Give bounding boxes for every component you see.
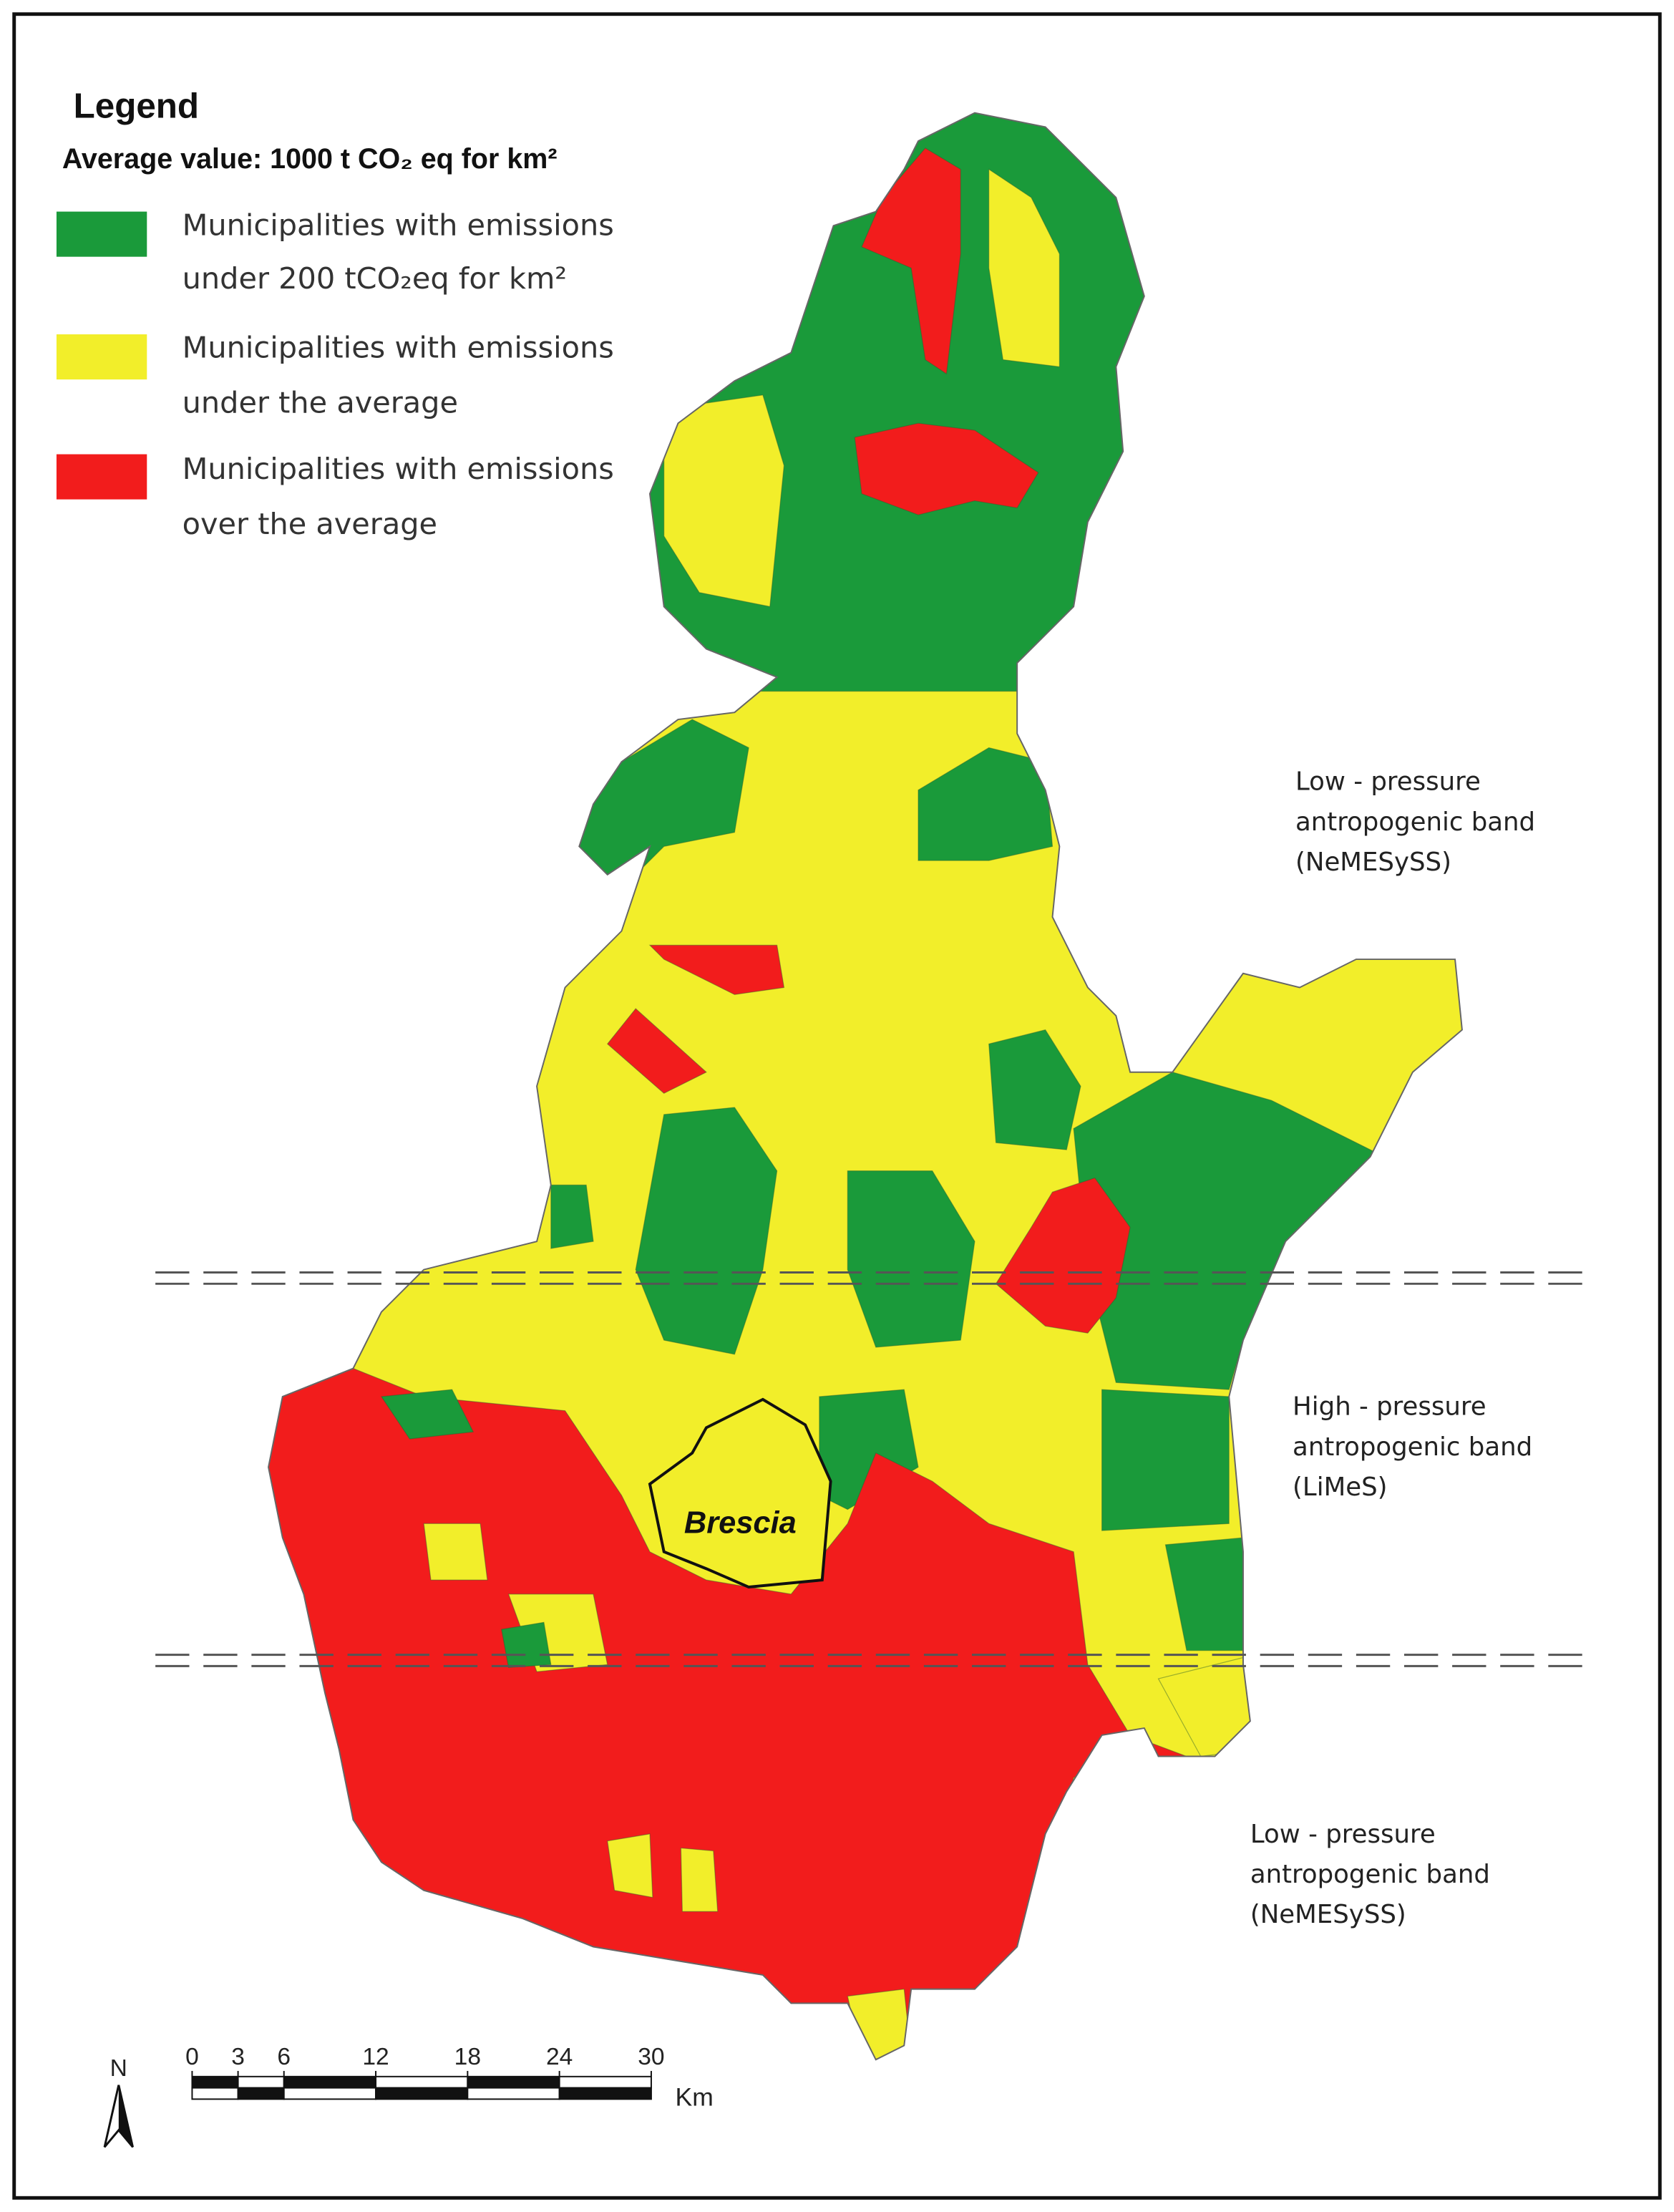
legend-label: over the average <box>183 507 437 541</box>
scale-tick-label: 30 <box>638 2044 664 2070</box>
region-red <box>995 1177 1131 1334</box>
scale-tick-label: 18 <box>454 2044 481 2070</box>
legend-label: Municipalities with emissions <box>183 331 614 365</box>
scale-tick-label: 6 <box>277 2044 291 2070</box>
legend-label: Municipalities with emissions <box>183 452 614 486</box>
scale-segment <box>283 2075 377 2089</box>
region-green <box>847 1170 975 1348</box>
scale-tick-label: 3 <box>231 2044 245 2070</box>
region-green <box>988 1029 1081 1150</box>
region-green <box>501 1621 552 1668</box>
region-green <box>550 1184 594 1249</box>
legend-swatch <box>56 454 147 500</box>
city-label: Brescia <box>684 1506 797 1541</box>
scale-segment <box>558 2075 652 2089</box>
city-boundary <box>648 1397 832 1589</box>
scale-segment <box>191 2075 239 2089</box>
scale-unit: Km <box>675 2083 713 2112</box>
north-label: N <box>110 2055 127 2082</box>
region-red <box>606 1008 707 1094</box>
legend-title: Legend <box>74 87 199 126</box>
band-label: antropogenic band <box>1295 807 1535 837</box>
region-green <box>380 1389 475 1440</box>
band-label: Low - pressure <box>1295 767 1481 797</box>
region-yellow <box>988 168 1060 368</box>
band-label: (LiMeS) <box>1293 1473 1387 1502</box>
band-label: High - pressure <box>1293 1392 1486 1422</box>
scale-segment <box>558 2087 652 2100</box>
legend-swatch <box>56 334 147 380</box>
band-label: antropogenic band <box>1293 1432 1532 1462</box>
region-green <box>1101 1389 1230 1531</box>
region-yellow <box>680 1847 719 1912</box>
scale-segment <box>237 2087 285 2100</box>
region-red <box>861 147 961 375</box>
scale-segment <box>283 2087 377 2100</box>
legend-subtitle: Average value: 1000 t CO₂ eq for km² <box>62 143 558 175</box>
legend-label: under 200 tCO₂eq for km² <box>183 261 567 296</box>
scale-segment <box>191 2087 239 2100</box>
legend-label: Municipalities with emissions <box>183 208 614 242</box>
scale-tick-label: 24 <box>546 2044 573 2070</box>
band-label: Low - pressure <box>1250 1820 1436 1849</box>
band-label: (NeMESySS) <box>1295 848 1451 877</box>
region-yellow <box>607 1833 653 1898</box>
scale-segment <box>467 2087 560 2100</box>
region-green <box>635 1107 778 1355</box>
band-label: antropogenic band <box>1250 1860 1490 1889</box>
region-green <box>918 747 1053 861</box>
scale-tick-label: 12 <box>362 2044 389 2070</box>
region-red <box>648 944 785 995</box>
scale-segment <box>375 2087 469 2100</box>
north-arrow <box>118 2085 133 2148</box>
region-yellow <box>663 394 785 608</box>
scale-segment <box>375 2075 469 2089</box>
legend-label: under the average <box>183 386 458 420</box>
legend-swatch <box>56 211 147 257</box>
scale-segment <box>237 2075 285 2089</box>
band-label: (NeMESySS) <box>1250 1900 1406 1929</box>
region-red <box>854 422 1039 515</box>
region-yellow <box>423 1523 488 1581</box>
scale-segment <box>467 2075 560 2089</box>
scale-tick-label: 0 <box>185 2044 199 2070</box>
